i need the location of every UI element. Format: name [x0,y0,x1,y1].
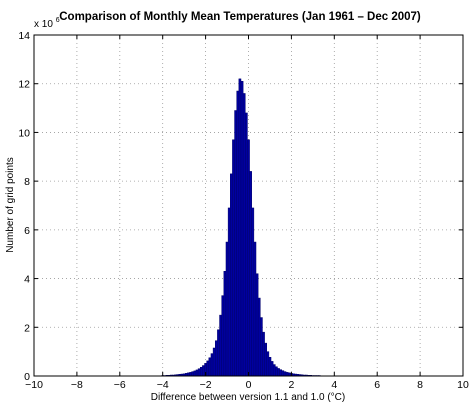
histogram-bar [195,369,199,377]
x-tick-label: −4 [157,379,169,391]
y-tick-label: 14 [18,30,30,42]
x-axis-label: Difference between version 1.1 and 1.0 (… [151,392,345,403]
histogram-bar [212,347,216,377]
histogram-bar [210,353,214,377]
histogram-bar [225,241,229,377]
y-multiplier-label: x 10 6 [34,17,60,30]
histogram-bar [277,368,280,377]
histogram-bar [193,370,197,377]
histogram-bar [283,371,287,377]
histogram-bar [285,372,289,377]
histogram-bar [251,207,255,377]
histogram-bar [275,366,278,377]
histogram-bar [217,329,220,377]
histogram-bar [264,342,267,377]
x-tick-label: −2 [200,379,212,391]
y-tick-label: 8 [24,176,30,188]
histogram-bar [230,173,233,377]
x-tick-labels: −10 −8 −6 −4 −2 0 2 4 6 8 10 [25,379,469,391]
histogram-bar [238,78,242,377]
histogram-bar [272,364,276,377]
histogram-bar [281,370,285,377]
x-tick-label: 10 [457,379,469,391]
histogram-bar [221,295,225,377]
histogram-bar [208,357,212,377]
y-tick-label: 0 [24,371,30,383]
x-tick-label: 0 [246,379,252,391]
histogram-bar [199,366,203,377]
histogram-bar [247,139,250,377]
histogram-bar [219,314,222,377]
histogram-bar [260,317,263,377]
histogram-bar [253,241,257,377]
x-tick-label: 8 [417,379,423,391]
chart-title: Comparison of Monthly Mean Temperatures … [59,11,421,23]
histogram-bar [227,207,231,377]
histogram-bar [223,271,227,377]
y-multiplier-base: x 10 [34,19,53,30]
histogram-bar [202,365,205,377]
histogram-bar [245,112,248,377]
y-tick-label: 12 [18,79,30,91]
x-tick-label: 4 [331,379,337,391]
axis-ticks [33,34,464,377]
y-tick-labels: 0 2 4 6 8 10 12 14 [18,30,30,383]
histogram-bar [197,368,201,377]
histogram-bar [242,93,246,377]
histogram-bar [236,90,240,377]
x-tick-label: −8 [71,379,83,391]
histogram-bar [232,139,235,377]
x-tick-label: 6 [374,379,380,391]
x-tick-label: 2 [288,379,294,391]
histogram-bar [191,371,195,377]
histogram-bar [266,351,270,377]
histogram-bar [255,273,259,377]
y-multiplier-exponent: 6 [56,17,60,24]
y-tick-label: 2 [24,322,30,334]
histogram-bar [257,297,261,377]
y-tick-label: 6 [24,225,30,237]
histogram-bar [268,356,272,377]
y-tick-label: 4 [24,274,30,286]
histogram-bar [249,171,252,377]
histogram-bar [279,369,282,377]
x-tick-label: −10 [25,379,43,391]
y-tick-label: 10 [18,127,30,139]
histogram-bar [206,360,210,377]
histogram-bar [215,340,218,377]
histogram-bar [234,110,237,377]
histogram-bar [270,361,274,377]
histogram-bar [240,81,244,377]
histogram-bar [189,372,192,377]
histogram-bar [262,331,265,377]
y-axis-label: Number of grid points [5,157,16,253]
x-tick-label: −6 [114,379,126,391]
